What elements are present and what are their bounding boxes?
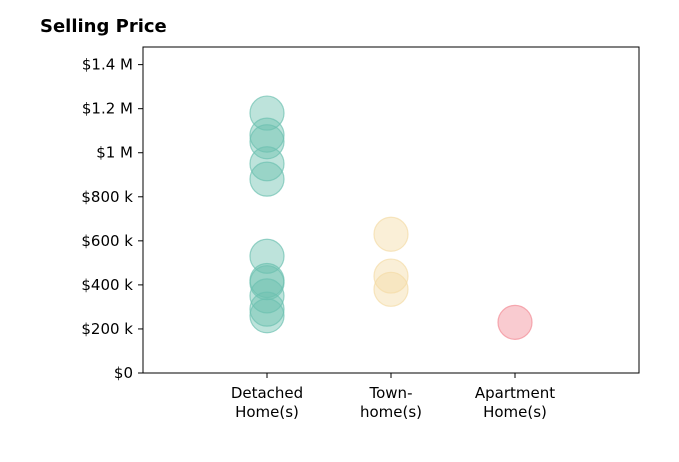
y-tick-label: $1.4 M xyxy=(82,56,133,74)
y-tick-label: $800 k xyxy=(81,188,133,206)
x-tick-label-line2: Home(s) xyxy=(235,403,299,421)
y-tick-label: $400 k xyxy=(81,276,133,294)
data-point xyxy=(497,304,533,340)
data-point xyxy=(373,271,409,307)
y-axis: $0 $200 k $400 k $600 k $800 k $1 M $1.2 M $1.4… xyxy=(81,56,143,382)
plot-frame xyxy=(142,46,640,374)
data-point xyxy=(249,161,285,197)
y-tick-label: $1.2 M xyxy=(82,100,133,118)
y-tick-label: $600 k xyxy=(81,232,133,250)
data-point xyxy=(249,146,285,182)
data-point xyxy=(249,95,285,131)
data-point xyxy=(249,124,285,160)
data-point xyxy=(249,238,285,274)
data-point xyxy=(249,278,285,314)
data-points xyxy=(249,95,533,340)
x-tick-label-line1: Apartment xyxy=(475,384,555,402)
data-point xyxy=(373,216,409,252)
x-tick-label-line2: Home(s) xyxy=(483,403,547,421)
y-tick-label: $200 k xyxy=(81,320,133,338)
data-point xyxy=(249,265,285,301)
y-tick-label: $0 xyxy=(114,364,133,382)
x-axis: DetachedHome(s)Town-home(s)ApartmentHome… xyxy=(231,373,555,421)
x-tick-label-line2: home(s) xyxy=(360,403,422,421)
y-tick-label: $1 M xyxy=(96,144,133,162)
x-tick-label-line1: Town- xyxy=(369,384,413,402)
data-point xyxy=(249,298,285,334)
x-tick-label-line1: Detached xyxy=(231,384,303,402)
chart-title: Selling Price xyxy=(40,16,167,37)
data-point xyxy=(373,258,409,294)
